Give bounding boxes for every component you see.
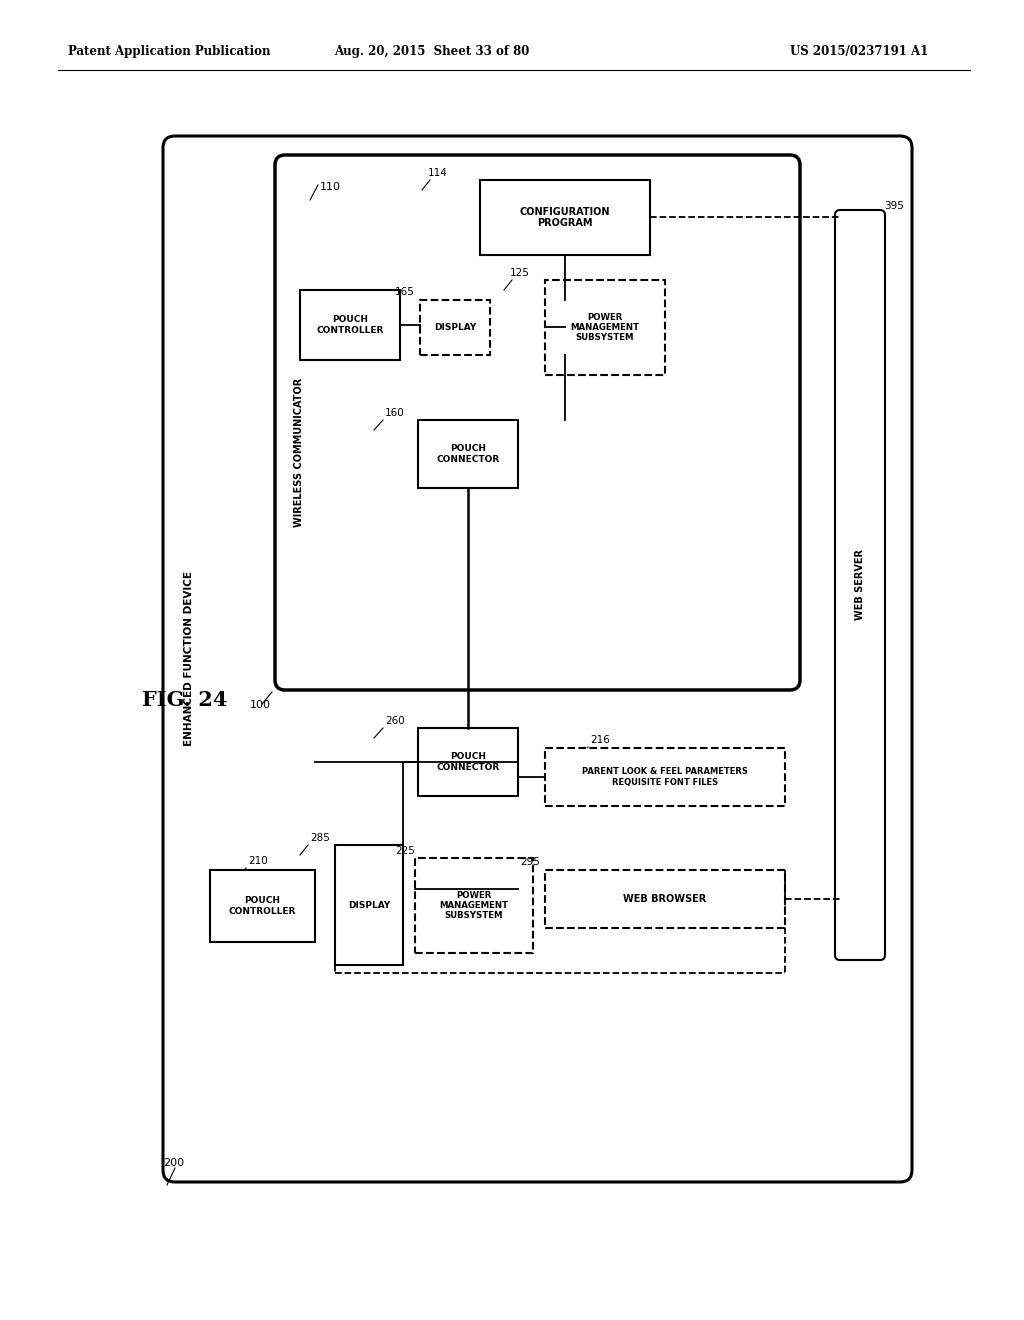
Text: POUCH
CONTROLLER: POUCH CONTROLLER xyxy=(228,896,296,916)
Text: 216: 216 xyxy=(590,735,610,744)
FancyBboxPatch shape xyxy=(163,136,912,1181)
Bar xyxy=(545,748,785,807)
Text: WEB SERVER: WEB SERVER xyxy=(855,549,865,620)
Text: POWER
MANAGEMENT
SUBSYSTEM: POWER MANAGEMENT SUBSYSTEM xyxy=(439,891,509,920)
Bar xyxy=(415,858,534,953)
Bar xyxy=(545,870,785,928)
Text: 125: 125 xyxy=(510,268,529,279)
Bar xyxy=(418,729,518,796)
Bar xyxy=(420,300,490,355)
Text: POWER
MANAGEMENT
SUBSYSTEM: POWER MANAGEMENT SUBSYSTEM xyxy=(570,313,640,342)
Text: 395: 395 xyxy=(884,201,904,211)
Text: US 2015/0237191 A1: US 2015/0237191 A1 xyxy=(790,45,928,58)
Bar xyxy=(418,420,518,488)
Text: 114: 114 xyxy=(428,168,447,178)
Text: 295: 295 xyxy=(520,857,540,867)
Text: DISPLAY: DISPLAY xyxy=(348,900,390,909)
Text: DISPLAY: DISPLAY xyxy=(434,323,476,333)
Bar xyxy=(480,180,650,255)
Text: POUCH
CONTROLLER: POUCH CONTROLLER xyxy=(316,315,384,335)
Text: 200: 200 xyxy=(163,1158,184,1168)
Text: 285: 285 xyxy=(310,833,330,843)
FancyBboxPatch shape xyxy=(275,154,800,690)
Bar xyxy=(210,870,315,942)
Text: 165: 165 xyxy=(395,286,415,297)
Text: WIRELESS COMMUNICATOR: WIRELESS COMMUNICATOR xyxy=(294,378,304,527)
Text: Aug. 20, 2015  Sheet 33 of 80: Aug. 20, 2015 Sheet 33 of 80 xyxy=(334,45,529,58)
Text: WEB BROWSER: WEB BROWSER xyxy=(624,894,707,904)
FancyBboxPatch shape xyxy=(835,210,885,960)
Text: POUCH
CONNECTOR: POUCH CONNECTOR xyxy=(436,752,500,772)
Text: FIG. 24: FIG. 24 xyxy=(142,690,227,710)
Text: ENHANCED FUNCTION DEVICE: ENHANCED FUNCTION DEVICE xyxy=(184,572,194,747)
Text: CONFIGURATION
PROGRAM: CONFIGURATION PROGRAM xyxy=(520,207,610,228)
Text: 210: 210 xyxy=(248,855,267,866)
Text: PARENT LOOK & FEEL PARAMETERS
REQUISITE FONT FILES: PARENT LOOK & FEEL PARAMETERS REQUISITE … xyxy=(582,767,748,787)
Bar xyxy=(300,290,400,360)
Text: 160: 160 xyxy=(385,408,404,418)
Text: 100: 100 xyxy=(250,700,271,710)
Bar xyxy=(335,845,403,965)
Text: POUCH
CONNECTOR: POUCH CONNECTOR xyxy=(436,445,500,463)
Bar xyxy=(545,280,665,375)
Text: 260: 260 xyxy=(385,715,404,726)
Text: 110: 110 xyxy=(319,182,341,191)
Text: 225: 225 xyxy=(395,846,415,855)
Text: Patent Application Publication: Patent Application Publication xyxy=(68,45,270,58)
